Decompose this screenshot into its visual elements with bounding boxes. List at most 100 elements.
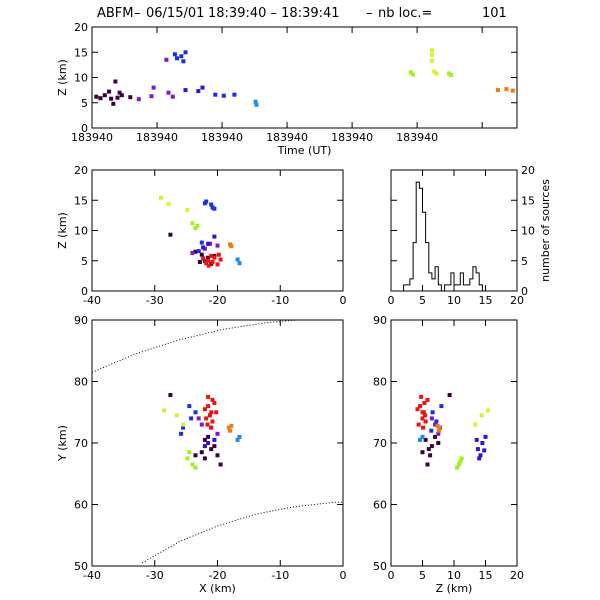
source-point [204, 416, 209, 421]
histogram-bin [426, 243, 429, 291]
source-point [430, 52, 434, 57]
source-point [187, 404, 192, 409]
source-point [447, 393, 452, 397]
source-point [190, 250, 195, 255]
source-point [210, 419, 215, 424]
source-point [206, 263, 211, 268]
source-point [208, 413, 212, 418]
source-point [136, 97, 141, 102]
source-point [425, 462, 430, 467]
source-point [166, 90, 171, 95]
histogram-bin [435, 267, 438, 291]
source-point [478, 453, 483, 458]
source-point [209, 202, 214, 207]
y-tick-label: 5 [81, 255, 88, 268]
title-time-range: 18:39:40 – 18:39:41 [208, 6, 340, 21]
y-axis-label: Y (km) [56, 425, 69, 462]
y-tick-label: 60 [373, 499, 387, 512]
x-tick-label: 183940 [266, 131, 308, 144]
source-point [202, 456, 207, 461]
source-point [216, 252, 221, 257]
source-point [166, 201, 171, 206]
source-point [426, 447, 431, 452]
y-tick-label: 10 [74, 225, 88, 238]
source-point [199, 240, 204, 245]
histogram-bin [445, 285, 448, 291]
source-point [209, 425, 214, 430]
x-tick-label: 183940 [201, 131, 243, 144]
source-point [428, 453, 433, 458]
source-point [206, 404, 211, 409]
time-height-panel: 183940 183940 183940 183940 183940 1839400510… [56, 21, 600, 157]
source-point [425, 397, 430, 402]
source-point [210, 397, 215, 402]
source-point [480, 441, 485, 445]
data-layer [94, 48, 600, 107]
source-point [201, 256, 206, 261]
y-tick-label: 0 [81, 285, 88, 298]
source-point [579, 103, 583, 107]
histogram-bin [407, 285, 410, 291]
source-point [117, 90, 122, 95]
source-point [212, 401, 217, 405]
source-point [416, 422, 421, 427]
histogram-bin [470, 279, 473, 291]
source-point [187, 450, 192, 455]
data-layer [415, 393, 490, 470]
source-point [592, 98, 596, 102]
source-point [206, 255, 211, 260]
source-point [215, 431, 220, 436]
source-point [206, 434, 211, 439]
source-point [168, 232, 173, 237]
x-tick-label: -30 [146, 569, 164, 582]
x-tick-label: 15 [479, 294, 493, 307]
x-axis-label: X (km) [199, 582, 236, 595]
source-point [479, 413, 484, 418]
source-point [202, 258, 207, 263]
source-point [213, 92, 218, 97]
source-point [193, 249, 198, 254]
y-tick-label: 70 [74, 437, 88, 450]
source-point [210, 260, 215, 264]
source-point [422, 401, 427, 405]
source-point [172, 52, 177, 57]
source-point [433, 434, 438, 439]
y-axis-label: number of sources [539, 179, 552, 282]
source-point [237, 434, 242, 439]
source-point [596, 102, 600, 106]
source-point [510, 88, 515, 93]
source-point [434, 71, 439, 76]
x-tick-label: 5 [419, 294, 426, 307]
source-point [164, 57, 169, 62]
y-tick-label: 10 [74, 72, 88, 85]
source-point [449, 73, 454, 77]
source-point [151, 85, 156, 90]
data-layer [159, 195, 242, 268]
source-point [107, 89, 111, 94]
y-tick-label: 20 [74, 164, 88, 177]
plot-frame [390, 319, 518, 567]
y-tick-label: 80 [373, 376, 387, 389]
title-prefix: ABFM [97, 6, 134, 21]
source-point [214, 410, 219, 415]
y-tick-label: 15 [74, 46, 88, 59]
source-point [439, 404, 444, 409]
plot-frame [91, 26, 518, 129]
source-point [185, 456, 190, 461]
source-point [183, 50, 188, 55]
range-ring [141, 501, 343, 564]
source-point [415, 407, 420, 412]
source-point [111, 101, 116, 106]
source-point [149, 94, 154, 99]
source-point [190, 462, 195, 467]
source-point [436, 431, 441, 436]
xy-projection-panel: -40 -30 -20 -10 0 50 60 70 80 90 X (km) Y (km) [56, 314, 347, 595]
source-point [181, 59, 186, 64]
source-point [226, 425, 231, 430]
source-point [482, 448, 487, 453]
source-point [434, 419, 439, 424]
source-point [423, 419, 428, 424]
x-tick-label: 10 [447, 569, 461, 582]
x-tick-label: 10 [447, 294, 461, 307]
